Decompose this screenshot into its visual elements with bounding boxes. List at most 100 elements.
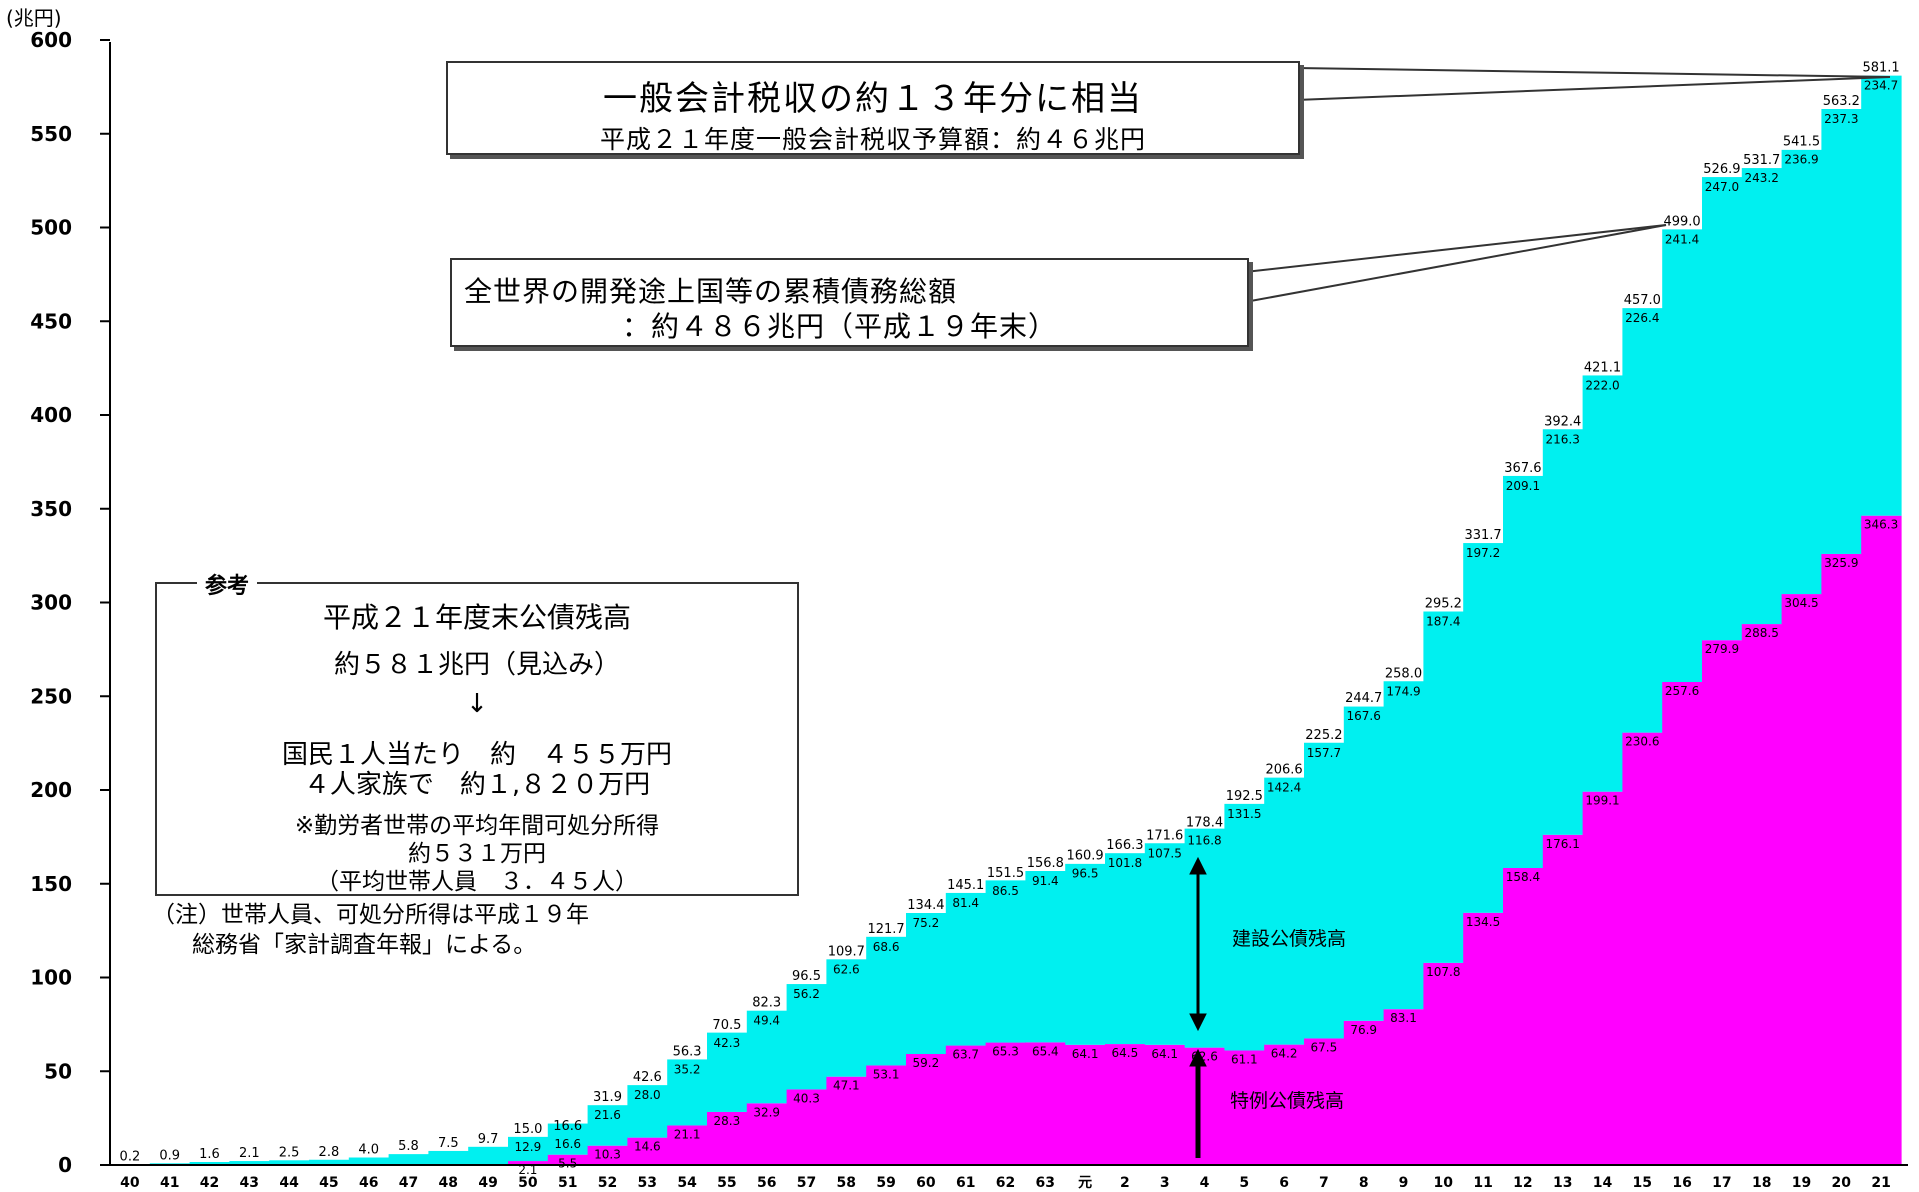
- total-label: 145.1: [947, 878, 984, 893]
- x-tick-label: 14: [1593, 1175, 1613, 1191]
- x-tick-label: 40: [120, 1175, 140, 1191]
- bar-special-58: [826, 1076, 867, 1165]
- bar-special-54: [667, 1125, 708, 1165]
- bar-construction-58: [826, 959, 867, 1077]
- construction-label: 75.2: [913, 916, 940, 930]
- bar-construction-52: [587, 1105, 628, 1146]
- y-tick-label: 450: [30, 309, 72, 333]
- bar-construction-47: [388, 1154, 429, 1165]
- special-label: 230.6: [1625, 735, 1659, 749]
- special-label: 14.6: [634, 1140, 661, 1154]
- construction-label: 236.9: [1784, 153, 1818, 167]
- x-tick-label: 52: [598, 1175, 617, 1191]
- total-label: 421.1: [1584, 360, 1621, 375]
- bar-special-52: [587, 1145, 628, 1165]
- bar-special-10: [1423, 962, 1464, 1165]
- construction-label: 209.1: [1506, 479, 1540, 493]
- total-label: 171.6: [1146, 828, 1183, 843]
- x-tick-label: 17: [1712, 1175, 1731, 1191]
- total-label: 42.6: [633, 1070, 662, 1085]
- bar-construction-元: [1065, 863, 1106, 1045]
- bar-special-6: [1264, 1044, 1305, 1165]
- bar-special-57: [786, 1089, 827, 1165]
- total-label: 225.2: [1305, 728, 1342, 743]
- x-tick-label: 58: [837, 1175, 856, 1191]
- bar-construction-15: [1622, 308, 1663, 733]
- total-label: 392.4: [1544, 414, 1581, 429]
- total-label: 206.6: [1265, 763, 1302, 778]
- special-label: 5.5: [558, 1157, 577, 1171]
- special-label: 325.9: [1824, 556, 1858, 570]
- bar-special-5: [1224, 1050, 1265, 1165]
- construction-label: 167.6: [1347, 709, 1381, 723]
- special-label: 10.3: [594, 1148, 621, 1162]
- special-label: 2.1: [518, 1163, 537, 1177]
- reference-per-capita: 国民１人当たり 約 ４５５万円: [281, 740, 672, 770]
- x-tick-label: 61: [956, 1175, 975, 1191]
- x-tick-label: 59: [876, 1175, 895, 1191]
- bar-special-9: [1383, 1009, 1424, 1165]
- total-label: 244.7: [1345, 691, 1382, 706]
- total-label: 96.5: [792, 969, 821, 984]
- total-label: 70.5: [712, 1018, 741, 1033]
- total-label: 2.5: [279, 1145, 300, 1160]
- x-tick-label: 63: [1036, 1175, 1055, 1191]
- bar-special-8: [1343, 1020, 1385, 1165]
- special-label: 65.3: [992, 1045, 1019, 1059]
- special-label: 67.5: [1311, 1040, 1338, 1054]
- construction-label: 35.2: [674, 1062, 701, 1076]
- x-tick-label: 2: [1120, 1175, 1130, 1191]
- special-label: 47.1: [833, 1079, 860, 1093]
- special-label: 346.3: [1864, 518, 1898, 532]
- y-axis-unit: (兆円): [6, 6, 62, 30]
- total-label: 295.2: [1425, 597, 1462, 612]
- construction-label: 49.4: [753, 1014, 780, 1028]
- total-label: 160.9: [1066, 848, 1103, 863]
- construction-label: 42.3: [714, 1036, 741, 1050]
- total-label: 1.6: [199, 1147, 220, 1162]
- x-tick-label: 19: [1792, 1175, 1811, 1191]
- bar-special-51: [547, 1154, 589, 1165]
- bar-construction-18: [1741, 168, 1783, 625]
- special-label: 53.1: [873, 1067, 900, 1081]
- bar-special-61: [945, 1045, 987, 1165]
- reference-income-value: 約５３１万円: [408, 841, 546, 867]
- bar-special-13: [1542, 834, 1584, 1165]
- x-tick-label: 7: [1319, 1175, 1329, 1191]
- y-tick-label: 150: [30, 872, 72, 896]
- special-label: 257.6: [1665, 684, 1699, 698]
- total-label: 109.7: [828, 944, 865, 959]
- total-label: 56.3: [673, 1044, 702, 1059]
- construction-label: 12.9: [515, 1140, 542, 1154]
- developing-debt-callout: 全世界の開発途上国等の累積債務総額 ：約４８６兆円（平成１９年末）: [450, 258, 1249, 347]
- y-tick-label: 550: [30, 122, 72, 146]
- bar-special-14: [1582, 791, 1623, 1165]
- bar-construction-53: [627, 1085, 668, 1138]
- x-tick-label: 51: [558, 1175, 577, 1191]
- bar-special-60: [906, 1054, 947, 1165]
- x-tick-label: 44: [279, 1175, 299, 1191]
- x-tick-label: 12: [1513, 1175, 1532, 1191]
- total-label: 526.9: [1703, 162, 1740, 177]
- tax-callout-lines: [1295, 67, 1891, 101]
- x-tick-label: 62: [996, 1175, 1015, 1191]
- total-label: 0.9: [159, 1148, 180, 1163]
- total-label: 9.7: [478, 1132, 499, 1147]
- construction-label: 187.4: [1426, 615, 1460, 629]
- bar-special-15: [1622, 732, 1663, 1165]
- bar-construction-57: [786, 984, 827, 1090]
- bar-special-19: [1781, 594, 1822, 1165]
- bar-construction-20: [1821, 109, 1862, 554]
- total-label: 151.5: [987, 866, 1024, 881]
- special-label: 28.3: [714, 1114, 741, 1128]
- bar-construction-59: [866, 936, 907, 1066]
- bar-construction-62: [985, 880, 1026, 1043]
- bar-special-7: [1304, 1038, 1345, 1165]
- x-tick-label: 46: [359, 1175, 378, 1191]
- construction-label: 101.8: [1108, 856, 1142, 870]
- bar-special-2: [1105, 1044, 1146, 1165]
- bar-special-20: [1821, 553, 1862, 1165]
- construction-label: 237.3: [1824, 112, 1858, 126]
- bar-construction-8: [1343, 706, 1385, 1021]
